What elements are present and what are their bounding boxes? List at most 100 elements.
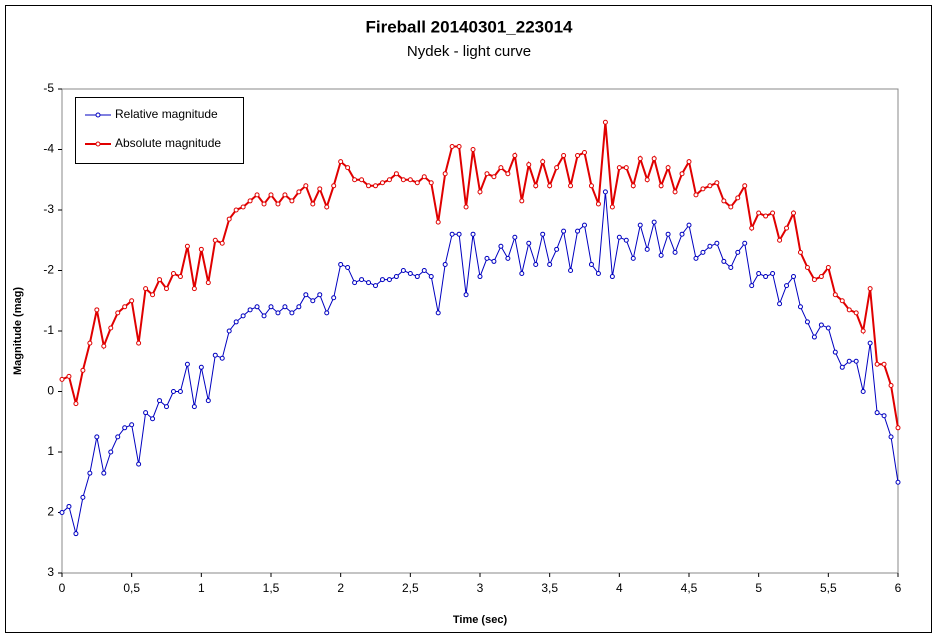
- point-marker: [867, 286, 873, 292]
- point-marker: [568, 183, 574, 189]
- point-marker: [777, 237, 783, 243]
- point-marker: [616, 234, 622, 240]
- point-marker: [554, 246, 560, 252]
- point-marker: [735, 249, 741, 255]
- point-marker: [212, 352, 218, 358]
- point-marker: [679, 231, 685, 237]
- point-marker: [595, 271, 601, 277]
- point-marker: [101, 343, 107, 349]
- point-marker: [373, 283, 378, 289]
- point-marker: [575, 228, 581, 234]
- point-marker: [714, 180, 720, 186]
- point-marker: [707, 183, 713, 189]
- point-marker: [700, 186, 706, 192]
- point-marker: [672, 189, 678, 195]
- point-marker: [73, 401, 79, 407]
- y-tick-label: 3: [47, 565, 54, 579]
- point-marker: [588, 261, 594, 267]
- point-marker: [721, 258, 727, 264]
- point-marker: [505, 255, 511, 261]
- point-marker: [811, 334, 817, 340]
- point-marker: [122, 304, 128, 310]
- point-marker: [282, 304, 288, 310]
- point-marker: [888, 382, 894, 388]
- point-marker: [630, 255, 636, 261]
- point-marker: [595, 201, 601, 207]
- point-marker: [101, 470, 107, 476]
- point-marker: [693, 255, 699, 261]
- point-marker: [157, 398, 163, 404]
- y-tick-label: 0: [47, 384, 54, 398]
- point-marker: [421, 174, 427, 180]
- point-marker: [379, 277, 385, 283]
- point-marker: [400, 177, 406, 183]
- chart-title: Fireball 20140301_223014: [365, 17, 573, 36]
- point-marker: [414, 274, 420, 280]
- point-marker: [470, 147, 476, 152]
- point-marker: [247, 307, 253, 313]
- point-marker: [80, 494, 86, 500]
- point-marker: [463, 204, 469, 210]
- y-tick-label: 1: [47, 444, 54, 458]
- point-marker: [421, 268, 427, 273]
- point-marker: [658, 252, 664, 258]
- point-marker: [317, 292, 323, 298]
- point-marker: [456, 231, 462, 237]
- point-marker: [94, 307, 100, 313]
- point-marker: [728, 264, 734, 270]
- point-marker: [338, 159, 344, 165]
- point-marker: [874, 361, 880, 367]
- legend-label: Relative magnitude: [115, 107, 218, 121]
- point-marker: [191, 404, 197, 410]
- point-marker: [804, 264, 810, 270]
- point-marker: [477, 189, 483, 195]
- point-marker: [881, 413, 887, 419]
- point-marker: [296, 304, 302, 310]
- point-marker: [198, 364, 204, 370]
- point-marker: [881, 361, 887, 367]
- point-marker: [540, 159, 546, 165]
- point-marker: [73, 531, 79, 537]
- point-marker: [296, 189, 302, 195]
- point-marker: [407, 271, 413, 277]
- legend-marker: [95, 141, 101, 147]
- point-marker: [386, 277, 392, 283]
- legend-box: [75, 97, 244, 164]
- point-marker: [533, 261, 539, 267]
- x-axis-label: Time (sec): [453, 614, 508, 626]
- point-marker: [177, 389, 183, 394]
- point-marker: [686, 222, 692, 228]
- point-marker: [261, 313, 267, 319]
- point-marker: [526, 162, 532, 168]
- point-marker: [379, 180, 385, 186]
- point-marker: [59, 510, 65, 515]
- point-marker: [860, 389, 866, 394]
- point-marker: [268, 192, 274, 198]
- point-marker: [784, 283, 790, 289]
- point-marker: [233, 207, 239, 213]
- x-tick-label: 1,5: [263, 581, 280, 595]
- point-marker: [94, 434, 100, 440]
- point-marker: [735, 195, 741, 201]
- point-marker: [853, 358, 859, 364]
- point-marker: [205, 280, 211, 286]
- point-marker: [407, 177, 413, 183]
- point-marker: [170, 271, 176, 277]
- point-marker: [658, 183, 664, 189]
- point-marker: [749, 225, 755, 231]
- point-marker: [818, 322, 824, 328]
- point-marker: [756, 271, 762, 277]
- point-marker: [588, 183, 594, 189]
- point-marker: [547, 183, 553, 189]
- point-marker: [561, 228, 567, 234]
- point-marker: [449, 143, 455, 149]
- point-marker: [672, 249, 678, 255]
- point-marker: [184, 361, 190, 367]
- point-marker: [686, 159, 692, 165]
- point-marker: [198, 246, 204, 252]
- point-marker: [505, 171, 511, 177]
- point-marker: [665, 165, 671, 171]
- point-marker: [484, 171, 490, 177]
- point-marker: [839, 298, 845, 304]
